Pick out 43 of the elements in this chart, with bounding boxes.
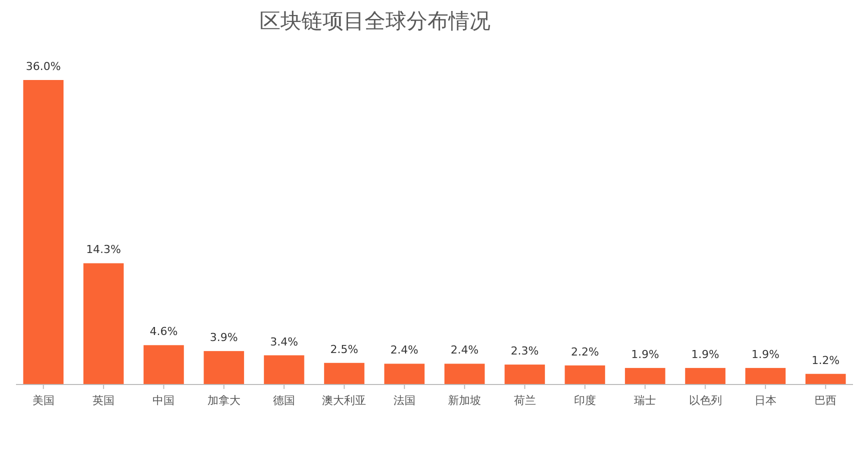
- data-label: 1.9%: [751, 348, 780, 361]
- bar: [444, 364, 485, 384]
- x-tick-label: 荷兰: [514, 394, 536, 407]
- bar: [384, 364, 425, 384]
- bar: [23, 80, 64, 384]
- x-tick-label: 澳大利亚: [322, 394, 366, 407]
- x-tick-label: 瑞士: [634, 394, 656, 407]
- x-tick-label: 法国: [393, 394, 416, 407]
- x-tick-label: 印度: [574, 394, 596, 407]
- x-tick-label: 中国: [152, 394, 175, 407]
- bar: [624, 368, 666, 384]
- x-tick-label: 英国: [92, 394, 115, 407]
- bar: [564, 365, 606, 384]
- data-label: 1.2%: [812, 354, 840, 367]
- data-label: 2.2%: [570, 345, 599, 358]
- bar: [144, 345, 184, 384]
- bar: [745, 368, 786, 384]
- data-label: 2.3%: [510, 344, 539, 358]
- x-tick-label: 巴西: [814, 394, 837, 407]
- data-label: 1.9%: [691, 348, 720, 361]
- data-label: 14.3%: [86, 243, 122, 256]
- data-label: 1.9%: [631, 348, 660, 361]
- x-tick-label: 加拿大: [207, 394, 240, 407]
- bar: [264, 355, 304, 384]
- bar: [805, 374, 846, 384]
- data-label: 4.6%: [150, 325, 178, 338]
- x-tick-label: 以色列: [688, 394, 722, 407]
- x-tick-label: 美国: [32, 394, 54, 407]
- data-label: 2.5%: [330, 342, 358, 356]
- data-label: 2.4%: [390, 344, 418, 357]
- bar: [83, 263, 124, 384]
- bar: [685, 368, 726, 384]
- chart-title: 区块链项目全球分布情况: [260, 9, 490, 33]
- x-tick-label: 日本: [754, 394, 776, 407]
- data-label: 3.9%: [210, 331, 238, 344]
- bar: [504, 364, 545, 384]
- x-tick-label: 德国: [273, 394, 296, 407]
- data-label: 36.0%: [26, 60, 61, 73]
- data-label: 2.4%: [450, 344, 479, 357]
- data-label: 3.4%: [270, 335, 298, 348]
- x-tick-label: 新加坡: [448, 394, 482, 407]
- bar: [324, 362, 364, 384]
- bar: [204, 351, 244, 384]
